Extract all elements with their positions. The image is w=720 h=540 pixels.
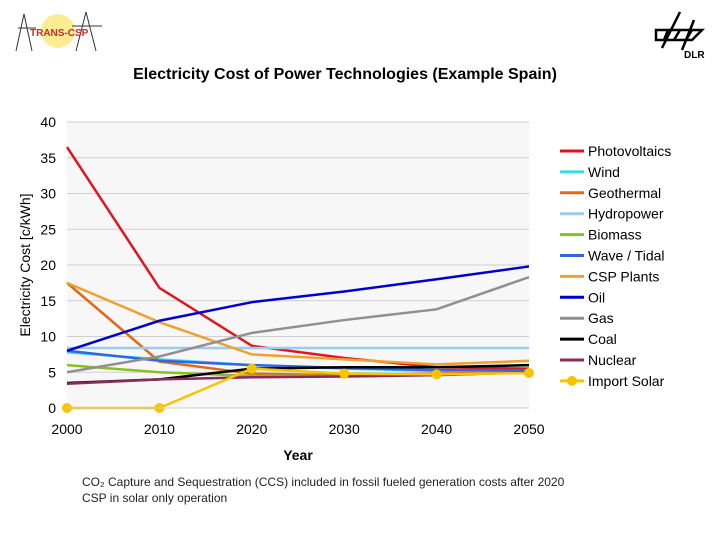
note-ccs: CO₂ Capture and Sequestration (CCS) incl… <box>82 475 565 489</box>
legend-label: CSP Plants <box>588 268 659 284</box>
legend-label: Hydropower <box>588 206 664 222</box>
legend-label: Photovoltaics <box>588 143 671 159</box>
data-point <box>246 363 257 374</box>
legend-label: Biomass <box>588 227 642 243</box>
data-point <box>339 368 350 379</box>
legend-label: Import Solar <box>588 373 665 389</box>
y-tick-label: 15 <box>40 293 56 309</box>
series-line-oil <box>66 265 530 352</box>
x-tick-label: 2000 <box>51 421 82 437</box>
legend-label: Coal <box>588 331 617 347</box>
y-tick-label: 20 <box>40 257 56 273</box>
dlr-logo: DLR <box>652 10 712 65</box>
y-tick-label: 25 <box>40 221 56 237</box>
series-line-gas <box>66 275 530 374</box>
footnotes: CO₂ Capture and Sequestration (CCS) incl… <box>82 474 564 506</box>
legend-label: Wave / Tidal <box>588 248 665 264</box>
note-csp: CSP in solar only operation <box>82 491 228 505</box>
svg-text:TRANS-CSP: TRANS-CSP <box>30 28 89 39</box>
legend-label: Gas <box>588 310 614 326</box>
x-tick-label: 2010 <box>144 421 175 437</box>
y-tick-label: 40 <box>40 114 56 130</box>
legend-label: Geothermal <box>588 185 661 201</box>
legend-label: Oil <box>588 289 605 305</box>
x-tick-label: 2040 <box>421 421 452 437</box>
y-tick-label: 30 <box>40 186 56 202</box>
trans-csp-logo: TRANS-CSP <box>6 6 106 61</box>
x-tick-label: 2050 <box>513 421 544 437</box>
legend-label: Wind <box>588 164 620 180</box>
y-tick-label: 5 <box>48 364 56 380</box>
x-tick-label: 2020 <box>236 421 267 437</box>
svg-text:DLR: DLR <box>684 50 705 60</box>
page-title: Electricity Cost of Power Technologies (… <box>133 66 557 83</box>
x-tick-label: 2030 <box>329 421 360 437</box>
legend-label: Nuclear <box>588 352 637 368</box>
x-axis-label: Year <box>283 447 313 463</box>
y-axis-label: Electricity Cost [c/kWh] <box>17 193 33 336</box>
data-point <box>431 369 442 380</box>
y-tick-label: 35 <box>40 150 56 166</box>
legend-marker <box>567 375 577 386</box>
data-point <box>524 367 534 378</box>
y-tick-label: 10 <box>40 329 56 345</box>
series-line-csp-plants <box>66 281 530 366</box>
y-tick-label: 0 <box>48 400 56 416</box>
line-chart: 0 5 10 15 20 25 30 35 40 2000 2010 2020 2030 2040 2050… <box>17 114 671 463</box>
